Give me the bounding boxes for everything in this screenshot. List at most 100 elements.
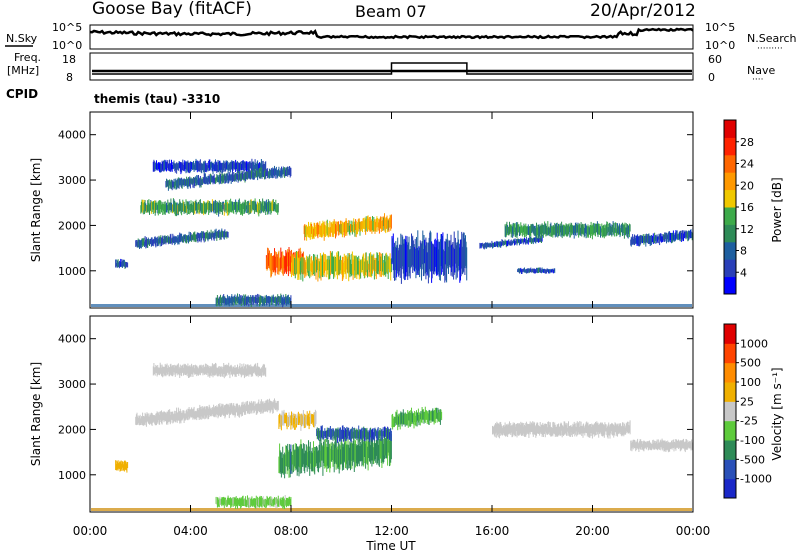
- power-echo-cell: [301, 257, 303, 270]
- velocity-echo-cell: [239, 363, 241, 374]
- power-echo-cell: [381, 216, 383, 230]
- velocity-echo-cell: [558, 423, 560, 436]
- power-echo-cell: [493, 242, 495, 247]
- velocity-echo-cell: [296, 415, 298, 425]
- velocity-echo-cell: [361, 427, 363, 440]
- power-echo-cell: [270, 168, 272, 177]
- power-echo-cell: [235, 297, 237, 305]
- velocity-echo-cell: [545, 423, 547, 432]
- velocity-echo-cell: [609, 424, 611, 439]
- power-echo-cell: [348, 253, 350, 273]
- power-echo-cell: [510, 226, 512, 238]
- power-echo-cell: [332, 221, 334, 235]
- power-echo-cell: [605, 225, 607, 237]
- velocity-echo-cell: [222, 403, 224, 415]
- power-echo-cell: [211, 161, 213, 168]
- velocity-echo-cell: [414, 415, 416, 426]
- power-echo-cell: [217, 231, 219, 238]
- power-echo-cell: [124, 261, 126, 269]
- power-echo-cell: [233, 161, 235, 169]
- power-echo-cell: [299, 261, 301, 275]
- power-echo-cell: [305, 262, 307, 277]
- velocity-echo-cell: [377, 428, 379, 441]
- power-echo-cell: [626, 227, 628, 237]
- velocity-echo-cell: [412, 413, 414, 425]
- velocity-echo-cell: [262, 497, 264, 505]
- freq-right-tick-top: 60: [708, 53, 722, 66]
- power-echo-cell: [541, 235, 543, 242]
- velocity-echo-cell: [179, 364, 181, 374]
- power-echo-cell: [296, 251, 298, 274]
- velocity-echo-cell: [613, 425, 615, 436]
- velocity-echo-cell: [385, 427, 387, 436]
- velocity-echo-cell: [150, 412, 152, 425]
- power-echo-cell: [274, 202, 276, 210]
- velocity-echo-cell: [355, 430, 357, 439]
- power-echo-cell: [117, 259, 119, 268]
- velocity-echo-cell: [236, 403, 238, 413]
- power-echo-cell: [183, 164, 185, 171]
- power-echo-cell: [389, 258, 391, 273]
- velocity-echo-cell: [271, 497, 273, 504]
- nave-dots: ····: [752, 75, 763, 85]
- power-echo-cell: [196, 202, 198, 214]
- power-echo-cell: [157, 236, 159, 247]
- power-echo-cell: [172, 181, 174, 188]
- power-echo-cell: [256, 297, 258, 307]
- power-echo-cell: [456, 245, 458, 268]
- power-echo-cell: [276, 297, 278, 304]
- power-echo-cell: [517, 238, 519, 244]
- velocity-echo-cell: [225, 365, 227, 375]
- velocity-echo-cell: [223, 363, 225, 374]
- power-echo-cell: [308, 258, 310, 277]
- power-echo-cell: [640, 235, 642, 243]
- power-echo-cell: [216, 231, 218, 237]
- power-echo-cell: [201, 232, 203, 239]
- power-echo-cell: [156, 163, 158, 171]
- power-echo-cell: [291, 254, 293, 273]
- power-echo-cell: [645, 233, 647, 243]
- power-echo-cell: [480, 243, 482, 249]
- velocity-echo-cell: [225, 497, 227, 506]
- velocity-echo-cell: [362, 439, 364, 466]
- velocity-echo-cell: [660, 439, 662, 451]
- velocity-echo-cell: [684, 442, 686, 451]
- power-echo-cell: [218, 229, 220, 238]
- power-echo-cell: [260, 159, 262, 171]
- velocity-echo-cell: [229, 366, 231, 379]
- power-echo-cell: [340, 260, 342, 274]
- power-echo-cell: [211, 176, 213, 183]
- velocity-echo-cell: [167, 409, 169, 422]
- velocity-echo-cell: [203, 364, 205, 374]
- velocity-echo-cell: [672, 439, 674, 448]
- power-echo-cell: [150, 238, 152, 245]
- power-echo-cell: [181, 162, 183, 173]
- power-echo-cell: [541, 267, 543, 273]
- power-echo-cell: [215, 230, 217, 237]
- power-echo-cell: [648, 233, 650, 244]
- power-echo-cell: [216, 175, 218, 182]
- velocity-echo-cell: [379, 428, 381, 436]
- velocity-echo-cell: [339, 427, 341, 442]
- power-echo-cell: [289, 256, 291, 274]
- power-echo-cell: [221, 205, 223, 213]
- power-echo-cell: [239, 298, 241, 305]
- power-echo-cell: [336, 221, 338, 231]
- velocity-echo-cell: [234, 497, 236, 505]
- power-echo-cell: [678, 232, 680, 239]
- velocity-echo-cell: [415, 412, 417, 427]
- power-echo-band: [303, 213, 392, 241]
- power-echo-cell: [172, 204, 174, 214]
- power-echo-cell: [228, 175, 230, 184]
- velocity-echo-cell: [262, 364, 264, 376]
- power-echo-cell: [164, 161, 166, 170]
- power-echo-cell: [189, 203, 191, 213]
- power-colorbar-swatch: [724, 241, 736, 260]
- power-echo-cell: [206, 230, 208, 240]
- velocity-echo-cell: [512, 422, 514, 436]
- velocity-echo-cell: [184, 413, 186, 421]
- velocity-echo-cell: [397, 416, 399, 425]
- power-echo-cell: [598, 226, 600, 235]
- velocity-echo-cell: [284, 452, 286, 479]
